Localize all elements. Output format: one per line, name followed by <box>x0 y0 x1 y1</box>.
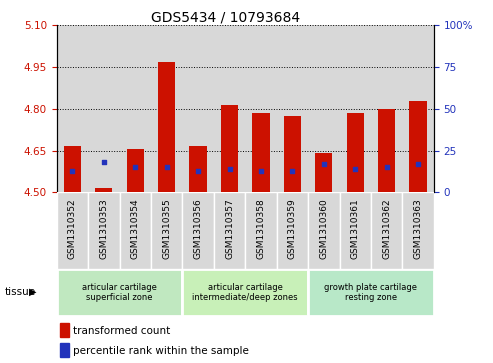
Point <box>288 168 296 174</box>
Text: GSM1310360: GSM1310360 <box>319 199 328 259</box>
Bar <box>64 147 81 192</box>
Bar <box>151 192 182 269</box>
Bar <box>221 105 238 192</box>
Text: percentile rank within the sample: percentile rank within the sample <box>72 346 248 356</box>
Bar <box>284 116 301 192</box>
Point <box>226 166 234 172</box>
Bar <box>127 149 144 192</box>
Bar <box>214 25 246 192</box>
Point <box>194 168 202 174</box>
Bar <box>158 62 176 192</box>
Bar <box>277 25 308 192</box>
Text: GSM1310353: GSM1310353 <box>99 199 108 259</box>
Bar <box>182 192 214 269</box>
Point <box>131 164 139 170</box>
Text: articular cartilage
superficial zone: articular cartilage superficial zone <box>82 282 157 302</box>
Point <box>100 159 108 165</box>
Bar <box>402 25 434 192</box>
Bar <box>308 25 340 192</box>
Point <box>163 164 171 170</box>
Point <box>320 161 328 167</box>
Text: GSM1310363: GSM1310363 <box>414 199 423 259</box>
Bar <box>277 192 308 269</box>
Bar <box>57 269 182 316</box>
Bar <box>88 25 119 192</box>
Bar <box>61 323 69 338</box>
Bar <box>189 147 207 192</box>
Text: articular cartilage
intermediate/deep zones: articular cartilage intermediate/deep zo… <box>192 282 298 302</box>
Text: GSM1310355: GSM1310355 <box>162 199 171 259</box>
Bar <box>308 192 340 269</box>
Bar <box>347 113 364 192</box>
Point <box>352 166 359 172</box>
Point <box>383 164 390 170</box>
Bar <box>61 343 69 357</box>
Text: GSM1310354: GSM1310354 <box>131 199 140 259</box>
Bar <box>378 109 395 192</box>
Bar <box>410 101 427 192</box>
Bar <box>245 25 277 192</box>
Bar <box>245 192 277 269</box>
Point <box>257 168 265 174</box>
Text: GSM1310361: GSM1310361 <box>351 199 360 259</box>
Text: GSM1310362: GSM1310362 <box>382 199 391 259</box>
Bar <box>151 25 182 192</box>
Bar <box>182 269 308 316</box>
Bar <box>308 269 434 316</box>
Bar <box>371 25 402 192</box>
Bar <box>214 192 246 269</box>
Text: GDS5434 / 10793684: GDS5434 / 10793684 <box>151 11 300 25</box>
Text: GSM1310356: GSM1310356 <box>194 199 203 259</box>
Bar <box>57 25 88 192</box>
Text: transformed count: transformed count <box>72 326 170 336</box>
Text: tissue: tissue <box>5 287 36 297</box>
Text: ▶: ▶ <box>29 287 36 297</box>
Bar <box>119 192 151 269</box>
Point <box>414 161 422 167</box>
Bar <box>95 188 112 192</box>
Text: GSM1310358: GSM1310358 <box>256 199 266 259</box>
Text: growth plate cartilage
resting zone: growth plate cartilage resting zone <box>324 282 418 302</box>
Text: GSM1310357: GSM1310357 <box>225 199 234 259</box>
Bar <box>182 25 214 192</box>
Bar <box>252 113 270 192</box>
Bar <box>340 25 371 192</box>
Text: GSM1310352: GSM1310352 <box>68 199 77 259</box>
Bar <box>402 192 434 269</box>
Bar <box>119 25 151 192</box>
Bar <box>57 192 88 269</box>
Bar <box>315 154 332 192</box>
Text: GSM1310359: GSM1310359 <box>288 199 297 259</box>
Bar <box>88 192 119 269</box>
Bar <box>371 192 402 269</box>
Point <box>69 168 76 174</box>
Bar <box>340 192 371 269</box>
